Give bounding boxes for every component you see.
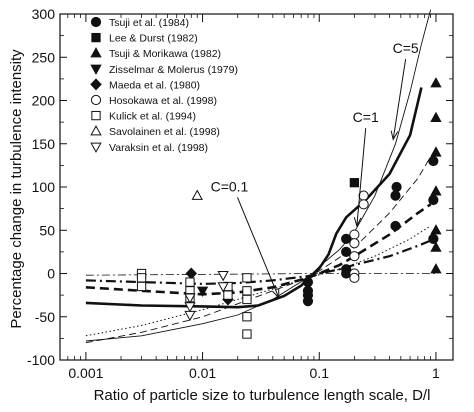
y-tick-label: 300 bbox=[32, 6, 56, 22]
x-tick-label: 0.1 bbox=[310, 365, 330, 381]
series-group bbox=[349, 178, 360, 188]
legend-label: Tsuji et al. (1984) bbox=[109, 17, 189, 29]
y-axis-title: Percentage change in turbulence intensit… bbox=[8, 49, 25, 329]
data-point bbox=[242, 312, 252, 322]
annotation-arrow bbox=[237, 197, 280, 298]
series-group bbox=[302, 155, 439, 307]
y-tick-label: 250 bbox=[32, 49, 56, 65]
data-point bbox=[136, 273, 147, 283]
series-group bbox=[430, 77, 442, 274]
data-point bbox=[358, 190, 369, 201]
data-point bbox=[223, 290, 233, 300]
legend-label: Maeda et al. (1980) bbox=[109, 79, 200, 91]
data-point bbox=[302, 277, 314, 288]
y-tick-label: 0 bbox=[47, 266, 55, 282]
data-point bbox=[242, 286, 252, 296]
marker-triangle-down-filled bbox=[90, 64, 102, 75]
annotation-arrowhead bbox=[390, 130, 399, 141]
annotation-arrowhead bbox=[272, 288, 280, 299]
y-tick-label: 200 bbox=[32, 93, 56, 109]
legend-label: Hosokawa et al. (1998) bbox=[109, 95, 217, 107]
annotation-label: C=5 bbox=[393, 40, 419, 56]
legend-label: Kulick et al. (1994) bbox=[109, 111, 196, 123]
data-point bbox=[430, 111, 442, 122]
data-point bbox=[349, 272, 360, 283]
x-tick-label: 0.001 bbox=[68, 365, 103, 381]
marker-square-filled bbox=[91, 32, 101, 43]
series-group bbox=[191, 189, 203, 200]
data-point bbox=[430, 77, 442, 88]
legend-label: Tsuji & Morikawa (1982) bbox=[109, 48, 221, 60]
marker-triangle-up-open bbox=[90, 125, 102, 136]
legend: Tsuji et al. (1984) Lee & Durst (1982) Tsu… bbox=[90, 16, 238, 154]
y-tick-label: 150 bbox=[32, 136, 56, 152]
legend-label: Savolainen et al. (1998) bbox=[109, 126, 220, 138]
y-tick-label: 100 bbox=[32, 179, 56, 195]
x-axis-title: Ratio of particle size to turbulence len… bbox=[94, 387, 431, 404]
data-point bbox=[184, 293, 196, 304]
curve-dash-dot-baseline bbox=[85, 273, 436, 276]
data-point bbox=[242, 273, 252, 283]
data-point bbox=[349, 238, 360, 249]
marker-circle-open bbox=[90, 94, 102, 106]
data-point bbox=[217, 282, 229, 293]
data-point bbox=[349, 251, 360, 262]
data-point bbox=[341, 233, 352, 244]
annotation-label: C=0.1 bbox=[211, 178, 249, 194]
data-point bbox=[196, 286, 209, 297]
data-point bbox=[430, 263, 442, 274]
data-point bbox=[185, 267, 198, 280]
y-tick-label: 50 bbox=[39, 222, 55, 238]
legend-label: Zisselmar & Molerus (1979) bbox=[109, 64, 238, 76]
x-tick-label: 0.01 bbox=[189, 365, 216, 381]
data-point bbox=[184, 302, 196, 313]
annotation-arrow bbox=[356, 128, 367, 226]
marker-square-open bbox=[91, 110, 101, 121]
data-point bbox=[184, 310, 196, 322]
annotations: C=5 C=1 C=0.1 bbox=[211, 40, 419, 299]
data-point bbox=[390, 190, 401, 201]
data-point bbox=[358, 199, 369, 210]
data-points bbox=[136, 77, 442, 339]
axes: -100 -50 0 50 100 150 200 250 300 0.001 0.01 0.1 1 bbox=[27, 6, 454, 381]
data-point bbox=[430, 146, 442, 157]
curve-thin-dotted bbox=[85, 225, 431, 337]
marker-circle-filled bbox=[90, 16, 102, 28]
data-point bbox=[428, 155, 439, 167]
data-point bbox=[185, 277, 195, 287]
data-point bbox=[242, 329, 252, 339]
data-point bbox=[428, 233, 439, 244]
data-point bbox=[430, 224, 442, 235]
x-tick-label: 1 bbox=[432, 365, 440, 381]
marker-triangle-down-open bbox=[90, 142, 102, 153]
marker-triangle-up-filled bbox=[90, 47, 102, 58]
legend-label: Lee & Durst (1982) bbox=[109, 33, 198, 45]
data-point bbox=[390, 220, 401, 232]
data-point bbox=[349, 229, 360, 240]
series-group bbox=[184, 271, 229, 322]
data-point bbox=[217, 271, 229, 282]
data-point bbox=[391, 181, 402, 193]
y-tick-label: -100 bbox=[27, 352, 55, 368]
data-point bbox=[349, 178, 360, 188]
data-point bbox=[428, 194, 439, 206]
data-point bbox=[430, 241, 442, 252]
marker-diamond-filled bbox=[90, 78, 102, 91]
annotation-arrowhead bbox=[353, 217, 362, 228]
data-point bbox=[191, 189, 203, 200]
data-point bbox=[302, 296, 314, 307]
data-point bbox=[341, 246, 352, 257]
data-point bbox=[242, 294, 252, 305]
annotation-label: C=1 bbox=[353, 109, 379, 125]
series-group bbox=[196, 286, 209, 297]
data-point bbox=[430, 185, 442, 196]
annotation-arrow bbox=[392, 58, 407, 140]
y-tick-label: -50 bbox=[35, 309, 55, 325]
data-point bbox=[136, 281, 147, 292]
legend-label: Varaksin et al. (1998) bbox=[109, 142, 208, 154]
series-group bbox=[349, 190, 369, 283]
